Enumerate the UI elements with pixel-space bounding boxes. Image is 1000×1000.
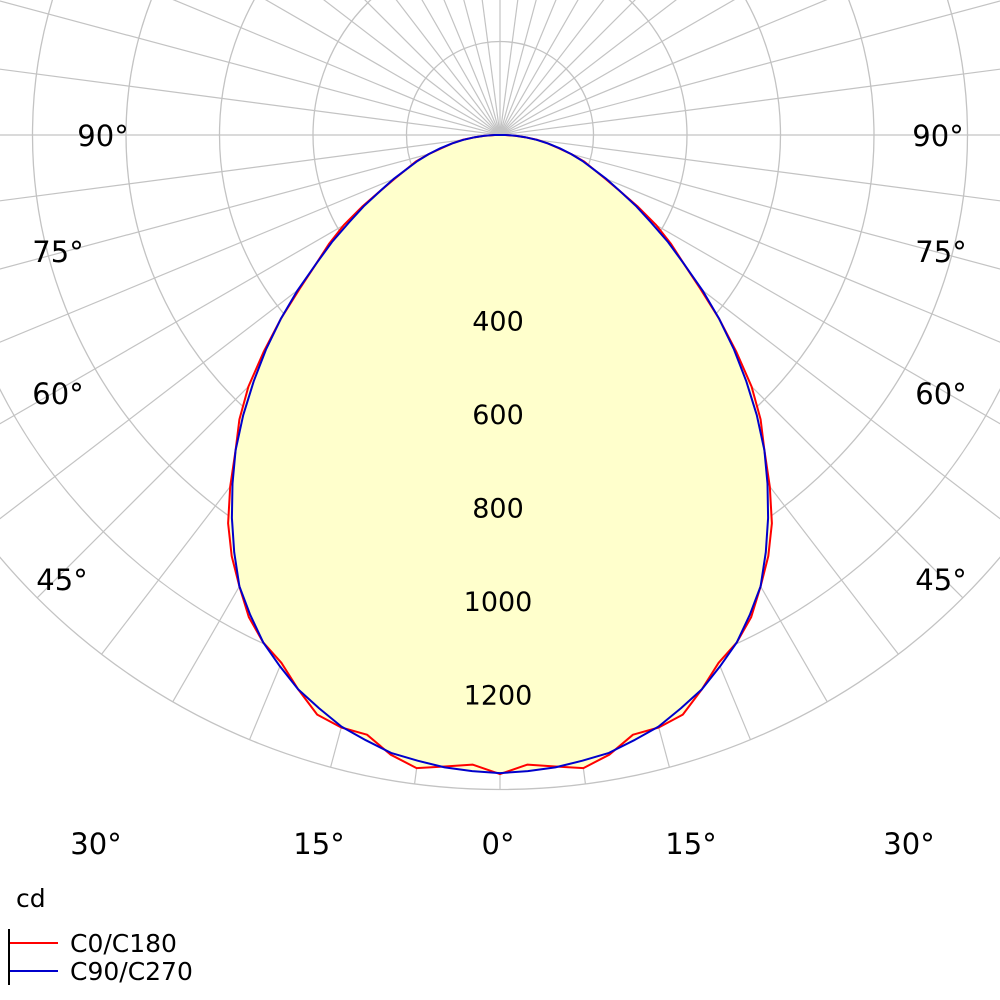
angle-label: 15° bbox=[293, 827, 344, 861]
angle-label: 90° bbox=[912, 119, 963, 153]
angle-label: 45° bbox=[915, 563, 966, 597]
grid-spoke bbox=[499, 0, 1000, 136]
grid-spoke bbox=[499, 0, 636, 136]
grid-spoke bbox=[499, 134, 1000, 270]
grid-spoke bbox=[499, 68, 1000, 136]
series-curve-0 bbox=[227, 134, 773, 776]
grid-spoke bbox=[499, 0, 537, 136]
grid-ring bbox=[0, 556, 1000, 790]
grid-spoke bbox=[463, 0, 501, 136]
angle-label: 0° bbox=[482, 827, 515, 861]
grid-spoke bbox=[499, 0, 579, 136]
ring-value-label: 800 bbox=[472, 494, 524, 525]
grid-spoke bbox=[0, 0, 501, 136]
angle-label: 60° bbox=[915, 377, 966, 411]
angle-label: 15° bbox=[665, 827, 716, 861]
grid-spoke bbox=[499, 0, 605, 136]
grid-spoke bbox=[499, 0, 677, 136]
grid-spoke bbox=[421, 0, 501, 136]
grid-spoke bbox=[323, 0, 501, 136]
grid-spoke bbox=[264, 0, 501, 136]
ring-value-label: 1200 bbox=[464, 681, 533, 712]
angle-label: 75° bbox=[915, 235, 966, 269]
grid-spoke bbox=[499, 0, 828, 136]
angle-label: 90° bbox=[77, 119, 128, 153]
angle-label: 75° bbox=[32, 235, 83, 269]
series-fill-1 bbox=[231, 135, 769, 774]
grid-spoke bbox=[481, 0, 501, 136]
ring-value-label: 1000 bbox=[464, 587, 533, 618]
grid-spoke bbox=[0, 134, 501, 270]
grid-spoke bbox=[172, 0, 501, 136]
ring-value-label: 600 bbox=[472, 400, 524, 431]
grid-spoke bbox=[499, 134, 1000, 202]
grid-spoke bbox=[443, 0, 501, 136]
grid-spoke bbox=[0, 134, 501, 202]
grid-spoke bbox=[395, 0, 501, 136]
grid-spoke bbox=[0, 68, 501, 136]
grid-spoke bbox=[364, 0, 501, 136]
angle-label: 60° bbox=[32, 377, 83, 411]
angle-label: 30° bbox=[70, 827, 121, 861]
angle-label: 45° bbox=[36, 563, 87, 597]
grid-spoke bbox=[499, 0, 736, 136]
grid-spoke bbox=[499, 0, 557, 136]
grid-spoke bbox=[499, 0, 519, 136]
angle-label: 30° bbox=[883, 827, 934, 861]
series-curve-1 bbox=[230, 134, 770, 775]
ring-value-label: 400 bbox=[472, 307, 524, 338]
